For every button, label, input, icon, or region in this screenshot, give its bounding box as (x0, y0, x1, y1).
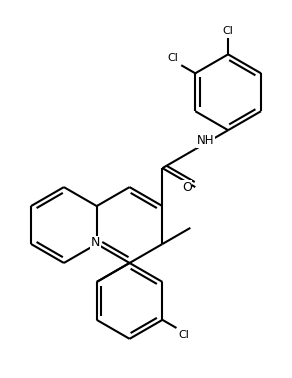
Text: Cl: Cl (178, 330, 189, 340)
Text: N: N (91, 236, 100, 249)
Text: NH: NH (197, 134, 214, 147)
Text: Cl: Cl (168, 53, 179, 64)
Text: Cl: Cl (223, 26, 234, 36)
Text: O: O (182, 181, 192, 194)
